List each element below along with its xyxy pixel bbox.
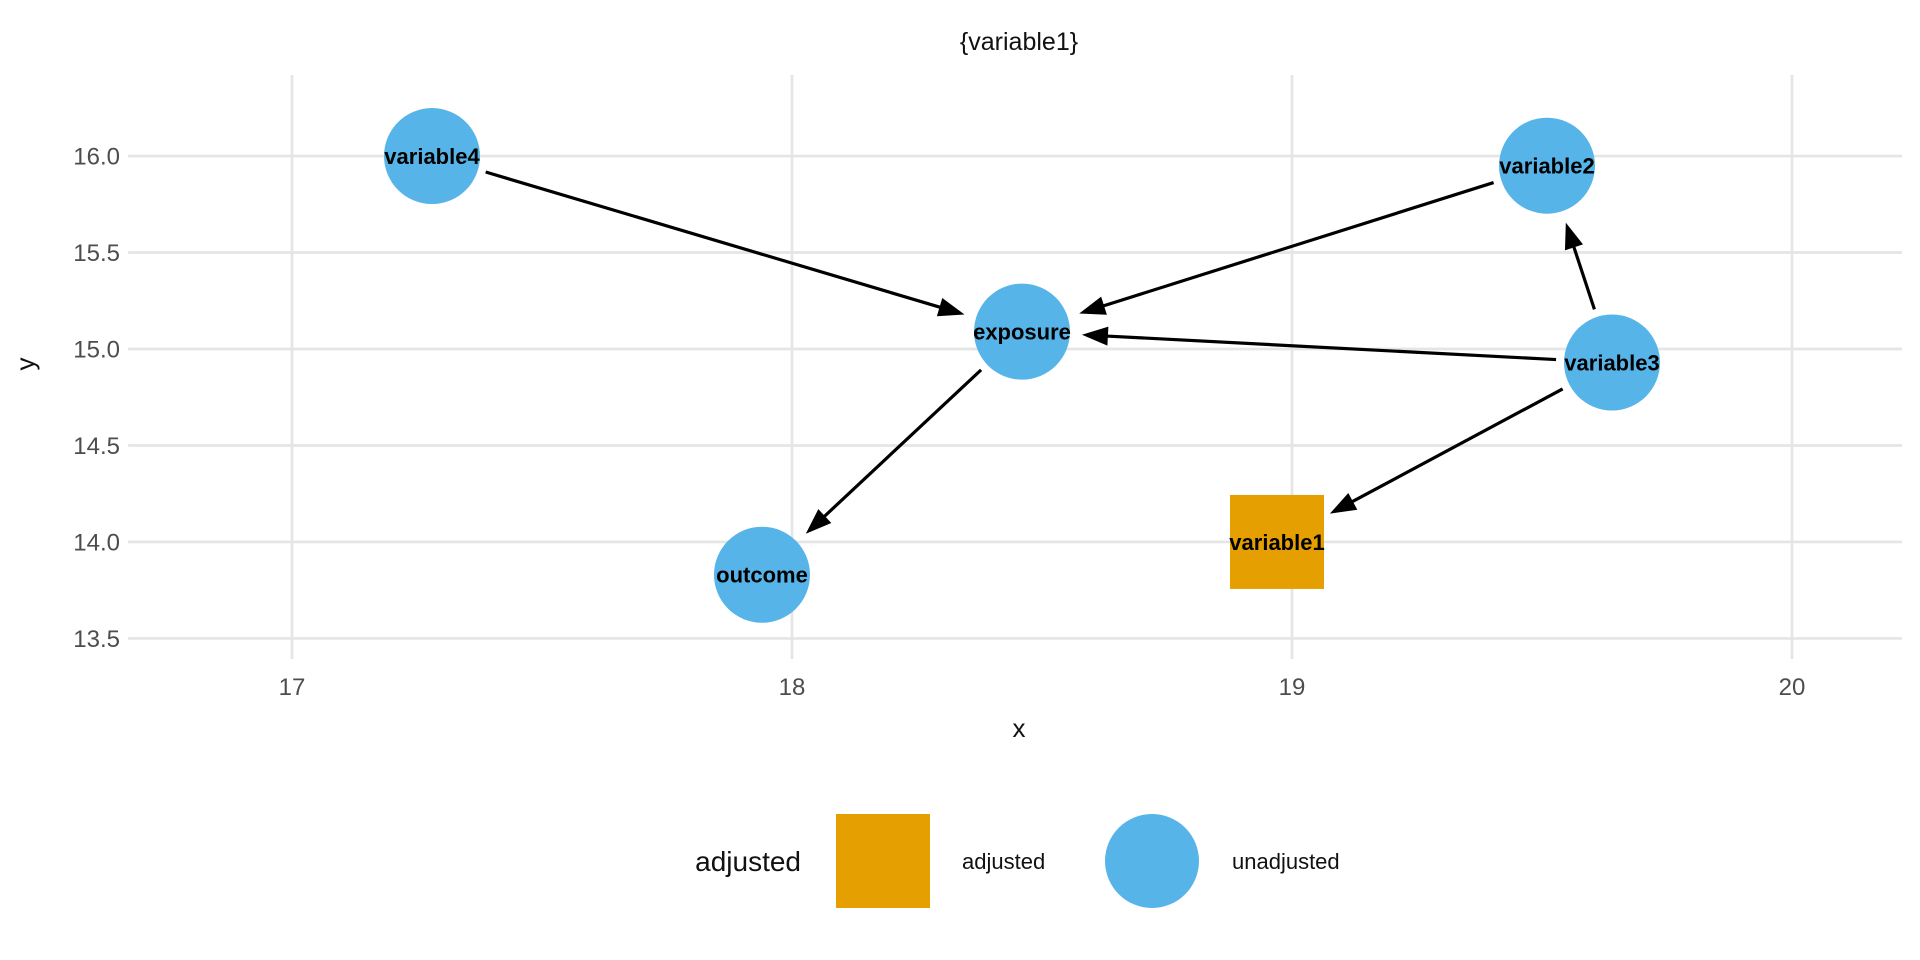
y-tick-label: 13.5 [73,626,120,653]
node-label-variable4: variable4 [384,144,480,169]
x-axis-title: x [1013,713,1026,743]
y-tick-label: 15.0 [73,336,120,363]
node-variable2 [1499,117,1595,214]
y-axis-title: y [10,358,40,371]
edge-variable3-to-variable1 [1346,387,1564,506]
arrowhead-variable3-to-exposure [1081,326,1109,346]
legend-label-unadjusted: unadjusted [1232,849,1340,874]
node-label-outcome: outcome [716,563,808,588]
node-exposure [974,283,1070,380]
edge-variable3-to-exposure [1101,334,1557,362]
node-label-variable2: variable2 [1499,154,1594,179]
x-tick-label: 19 [1279,674,1306,701]
axis-tick-marks [128,154,1794,659]
arrowhead-variable3-to-variable2 [1564,222,1583,251]
y-tick-label: 15.5 [73,240,120,267]
x-tick-label: 17 [279,674,306,701]
node-variable3 [1564,314,1660,411]
arrowhead-variable3-to-variable1 [1329,492,1358,514]
edge-exposure-to-outcome [819,368,983,522]
arrowhead-exposure-to-outcome [805,509,832,534]
plot-title: {variable1} [960,28,1078,56]
y-tick-label: 16.0 [73,144,120,171]
arrowhead-variable4-to-exposure [936,297,965,317]
edge-variable2-to-exposure [1097,181,1495,310]
legend-title: adjusted [695,846,801,877]
dag-edges [485,170,1596,534]
y-tick-label: 14.5 [73,433,120,460]
edge-variable3-to-variable2 [1570,241,1596,310]
node-label-variable3: variable3 [1564,351,1659,376]
legend-swatch-adjusted [836,814,930,908]
dag-nodes [384,108,1660,623]
edge-variable4-to-exposure [485,170,946,311]
node-variable4 [384,108,480,205]
node-variable1 [1230,494,1324,589]
y-tick-label: 14.0 [73,529,120,556]
arrowhead-variable2-to-exposure [1079,296,1107,315]
legend: adjusted adjusted unadjusted [695,814,1340,908]
legend-swatch-unadjusted [1105,814,1199,908]
x-tick-label: 18 [779,674,806,701]
legend-label-adjusted: adjusted [962,849,1045,874]
node-outcome [714,526,810,623]
dag-node-labels: variable4 exposure variable2 variable3 outco… [384,144,1659,588]
node-label-variable1: variable1 [1229,530,1324,555]
node-label-exposure: exposure [973,320,1071,345]
x-tick-label: 20 [1779,674,1806,701]
axis-tick-labels: 13.5 14.0 14.5 15.0 15.5 16.0 17 18 19 20 [73,144,1805,701]
